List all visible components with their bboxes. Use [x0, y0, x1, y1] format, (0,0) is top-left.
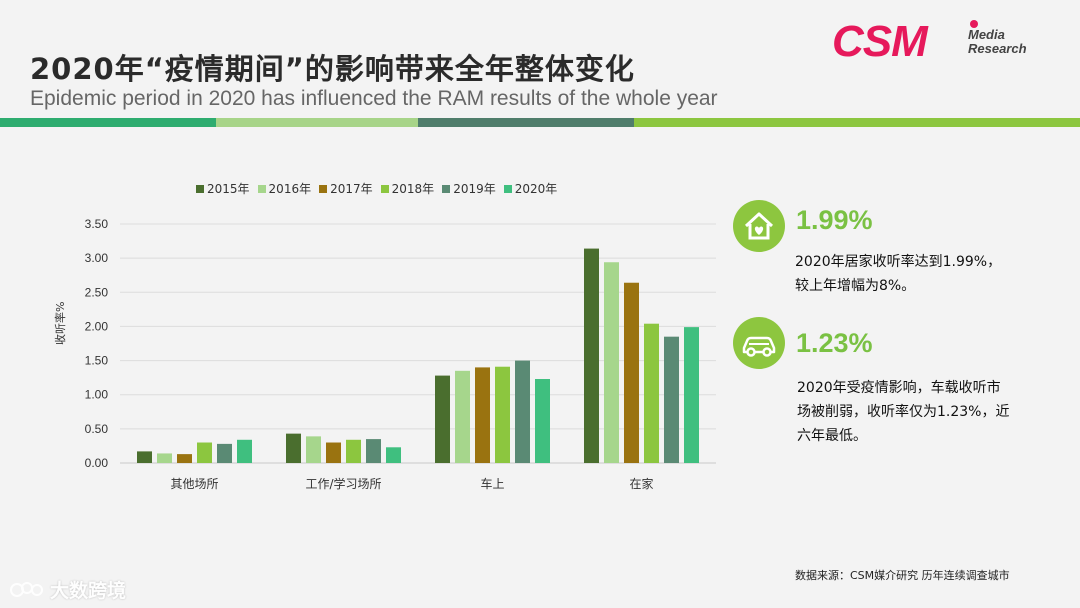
highlight-home-line1: 2020年居家收听率达到1.99%，: [795, 254, 1002, 270]
x-category-label: 其他场所: [170, 477, 218, 491]
bar: [664, 336, 679, 463]
x-category-label: 车上: [480, 476, 504, 491]
bar: [495, 366, 510, 463]
y-tick-label: 3.00: [85, 251, 109, 265]
legend-label: 2019年: [453, 182, 496, 196]
bar: [386, 447, 401, 463]
bar: [435, 375, 450, 463]
bar: [515, 360, 530, 463]
legend-label: 2016年: [268, 182, 312, 196]
logo-dot: [970, 20, 978, 28]
bar: [306, 436, 321, 463]
highlight-car-line2: 场被削弱，收听率仅为1.23%，近: [797, 404, 1010, 420]
page-title: 2020年“疫情期间”的影响带来全年整体变化: [30, 52, 635, 86]
legend-swatch: [503, 184, 512, 193]
logo-sub-line2: Research: [968, 41, 1027, 56]
bar: [455, 370, 470, 463]
band-segment-3: [418, 118, 634, 127]
y-tick-label: 0.00: [85, 456, 109, 470]
logo-main-text: CSM: [832, 17, 928, 66]
bar: [177, 454, 192, 463]
legend-swatch: [196, 184, 204, 193]
legend-item: 2018年: [380, 180, 435, 197]
bar: [604, 262, 619, 463]
bar: [624, 282, 639, 463]
house-heart-icon: [733, 200, 785, 252]
y-tick-label: 2.00: [85, 319, 109, 333]
x-category-label: 工作/学习场所: [305, 476, 381, 491]
y-tick-label: 0.50: [85, 422, 109, 436]
bar: [684, 327, 699, 463]
bar: [644, 323, 659, 463]
watermark-text: 大数跨境: [50, 580, 127, 602]
highlight-car-value: 1.23%: [796, 328, 873, 358]
bar: [137, 451, 152, 463]
csm-logo: CSM Media Research: [832, 18, 1052, 66]
y-tick-label: 3.50: [85, 217, 109, 231]
logo-sub-line1: Media: [968, 27, 1005, 42]
legend-label: 2015年: [207, 182, 250, 196]
legend-item: 2015年: [196, 180, 250, 197]
y-tick-label: 1.50: [85, 354, 109, 368]
highlight-home-desc: 2020年居家收听率达到1.99%， 较上年增幅为8%。: [795, 250, 1001, 298]
bar: [346, 439, 361, 463]
bar: [366, 439, 381, 463]
x-category-label: 在家: [629, 476, 653, 491]
bar: [326, 442, 341, 463]
legend-swatch: [319, 184, 328, 193]
legend-swatch: [442, 184, 451, 193]
legend-label: 2020年: [514, 182, 558, 196]
legend-item: 2020年: [503, 180, 558, 197]
legend-item: 2019年: [442, 180, 496, 197]
car-icon: [733, 317, 785, 369]
highlight-home-value: 1.99%: [796, 205, 873, 235]
bar: [157, 453, 172, 463]
data-source-note: 数据来源：CSM媒介研究 历年连续调查城市: [795, 569, 1010, 582]
highlight-car-desc: 2020年受疫情影响，车载收听市 场被削弱，收听率仅为1.23%，近 六年最低。: [797, 376, 1009, 448]
bar: [584, 248, 599, 463]
bar: [217, 443, 232, 463]
legend-label: 2018年: [391, 182, 435, 196]
bar: [237, 439, 252, 463]
band-segment-2: [216, 118, 418, 127]
highlight-home-line2: 较上年增幅为8%。: [795, 278, 916, 294]
y-tick-label: 1.00: [85, 388, 109, 402]
highlight-car-line3: 六年最低。: [797, 428, 867, 444]
band-segment-1: [0, 118, 216, 127]
legend-label: 2017年: [330, 182, 373, 196]
bar: [286, 433, 301, 463]
logo-sub-text: Media Research: [968, 28, 1027, 56]
chart-legend: 2015年 2016年 2017年 2018年 2019年 2020年: [196, 180, 557, 197]
bar: [197, 442, 212, 463]
y-axis-label: 收听率%: [54, 301, 67, 345]
legend-swatch: [257, 184, 266, 193]
legend-item: 2017年: [319, 180, 373, 197]
watermark-logo-icon: [10, 581, 43, 597]
page-subtitle: Epidemic period in 2020 has influenced t…: [30, 87, 718, 110]
bar: [475, 367, 490, 463]
legend-swatch: [380, 184, 389, 193]
legend-item: 2016年: [257, 180, 312, 197]
watermark: 大数跨境: [10, 576, 126, 603]
y-tick-label: 2.50: [85, 285, 109, 299]
band-segment-4: [634, 118, 1080, 127]
highlight-car-line1: 2020年受疫情影响，车载收听市: [797, 380, 1001, 396]
bar: [535, 379, 550, 463]
